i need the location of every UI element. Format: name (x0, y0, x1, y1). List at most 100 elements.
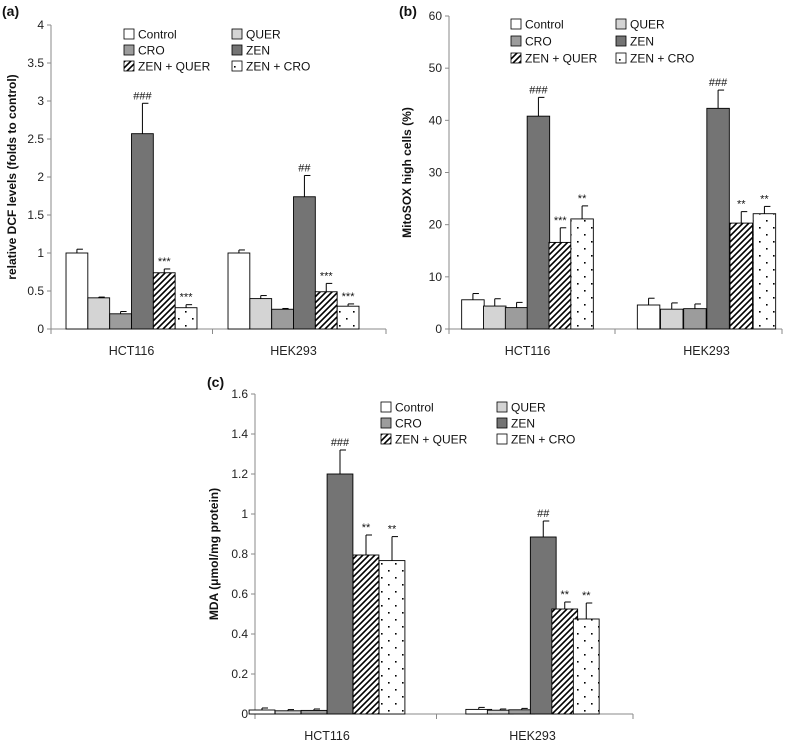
panel-b-bar-quer (660, 308, 684, 330)
panel-a-significance-label: ## (298, 162, 311, 174)
panel-a-significance-label: *** (342, 291, 356, 303)
panel-a-y-tick-label: 3 (37, 94, 44, 108)
panel-b-legend-label: ZEN (630, 35, 654, 49)
panel-b-bar-cro (683, 308, 707, 330)
panel-a-y-tick-label: 2 (37, 170, 44, 184)
panel-c-legend-swatch (496, 401, 508, 413)
panel-b-y-tick-label: 20 (429, 218, 443, 232)
panel-a-bar-zen (293, 196, 316, 330)
panel-b-bar-zen-cro (752, 213, 777, 330)
panel-c-y-tick-label: 1.6 (231, 387, 248, 401)
panel-a-significance-label: *** (180, 292, 194, 304)
panel-c-y-tick-label: 0.4 (231, 627, 248, 641)
panel-c-significance-label: ** (388, 524, 397, 536)
panel-a-bar-zen-quer (314, 291, 338, 330)
panel-a-chart: (a) 0 0.5 1 1.5 2 2.5 3 3.5 4 relative DCF levels … (2, 3, 387, 358)
panel-a-bar-zen (131, 133, 154, 330)
panel-a-y-tick-label: 1 (37, 246, 44, 260)
panel-c-y-tick-label: 0 (241, 707, 248, 721)
panel-b-bar-zen-cro (570, 218, 594, 330)
panel-a-category-label: HEK293 (270, 344, 317, 358)
panel-b-bar-zen-quer (729, 222, 753, 330)
panel-c-significance-label: ## (537, 508, 550, 520)
panel-a-bar-zen-quer (152, 272, 176, 330)
panel-b-bar-zen (526, 115, 551, 330)
panel-a-legend-label: ZEN (246, 44, 270, 58)
panel-b-significance-label: ** (737, 199, 746, 211)
panel-a-legend-label: Control (138, 28, 177, 42)
panel-a-category-label: HCT116 (109, 344, 155, 358)
panel-b-significance-label: ### (529, 84, 548, 96)
panel-c-legend-swatch (496, 417, 508, 429)
panel-a-y-tick-label: 0 (37, 322, 44, 336)
panel-b-legend-swatch (510, 52, 522, 64)
panel-a-bar-cro (109, 313, 132, 330)
panel-b-y-axis-label: MitoSOX high cells (%) (400, 107, 414, 238)
panel-b-legend-label: ZEN + CRO (630, 52, 694, 66)
panel-a-legend-swatch (123, 60, 135, 72)
panel-a-y-tick-label: 3.5 (27, 56, 44, 70)
panel-a-bar-cro (271, 308, 294, 330)
panel-a-bar-control (227, 252, 251, 330)
panel-c-bar-quer (274, 710, 302, 715)
panel-c-legend-swatch (496, 433, 508, 445)
panel-a-label: (a) (2, 3, 19, 19)
panel-a-legend-swatch (123, 44, 135, 56)
panel-a-significance-label: ### (133, 90, 152, 102)
panel-b-y-tick-label: 10 (429, 270, 443, 284)
panel-c-bar-control (248, 709, 276, 715)
panel-b-legend-label: QUER (630, 18, 665, 32)
panel-a-significance-label: *** (158, 256, 172, 268)
panel-b-significance-label: ** (760, 193, 769, 205)
panel-a-legend-label: ZEN + CRO (246, 60, 310, 74)
panel-b-y-tick-label: 0 (435, 322, 442, 336)
panel-c-legend-swatch (380, 433, 392, 445)
panel-c-y-axis-label: MDA (μmol/mg protein) (207, 488, 221, 620)
panel-a-y-axis-label: relative DCF levels (folds to control) (5, 74, 19, 279)
panel-a-legend-label: ZEN + QUER (138, 60, 211, 74)
panel-c-category-label: HEK293 (509, 729, 556, 740)
panel-b-y-tick-label: 60 (429, 9, 443, 23)
panel-a-legend-label: QUER (246, 28, 281, 42)
panel-a-legend-swatch (231, 44, 243, 56)
panel-a-bar-control (65, 252, 89, 330)
panel-b-bar-control (461, 299, 485, 330)
panel-a-significance-label: *** (320, 270, 334, 282)
panel-b-legend-swatch (615, 35, 627, 47)
panel-b-significance-label: *** (554, 215, 568, 227)
panel-a-y-tick-label: 2.5 (27, 132, 44, 146)
panel-a-y-tick-label: 0.5 (27, 284, 44, 298)
panel-b-significance-label: ** (578, 193, 587, 205)
panel-c-significance-label: ** (362, 522, 371, 534)
panel-b-category-label: HEK293 (683, 344, 730, 358)
panel-c-bar-cro (300, 709, 328, 715)
panel-b-bar-zen (706, 107, 730, 330)
panel-c-legend-label: ZEN + QUER (395, 433, 468, 447)
panel-a-legend-swatch (231, 60, 243, 72)
panel-b-bar-quer (483, 305, 507, 330)
panel-c-legend-label: QUER (511, 401, 546, 415)
panel-c-bar-zen-cro (378, 560, 406, 715)
panel-b-significance-label: ### (709, 77, 728, 89)
panel-b-label: (b) (399, 3, 417, 19)
panel-c-y-tick-label: 0.2 (231, 667, 248, 681)
panel-c-legend-label: CRO (395, 417, 422, 431)
panel-b-legend-swatch (615, 18, 627, 30)
panel-b-category-label: HCT116 (505, 344, 551, 358)
panel-a-bar-quer (249, 298, 273, 330)
panel-a-bar-quer (87, 297, 111, 330)
panel-c-legend-label: ZEN (511, 417, 535, 431)
panel-b-legend-swatch (510, 35, 522, 47)
panel-a-legend-swatch (123, 28, 135, 40)
panel-c-y-tick-label: 1 (241, 507, 248, 521)
panel-b-chart: (b) 0 10 20 30 40 50 60 MitoSOX high cells (%) HC… (399, 3, 783, 358)
panel-a-bar-zen-cro (336, 305, 360, 330)
panel-c-y-tick-label: 0.8 (231, 547, 248, 561)
panel-c-legend-label: Control (395, 401, 434, 415)
panel-c-significance-label: ### (331, 437, 350, 449)
panel-c-label: (c) (207, 374, 224, 390)
panel-c-y-tick-label: 0.6 (231, 587, 248, 601)
panel-b-legend-label: Control (525, 18, 564, 32)
panel-c-significance-label: ** (560, 589, 569, 601)
